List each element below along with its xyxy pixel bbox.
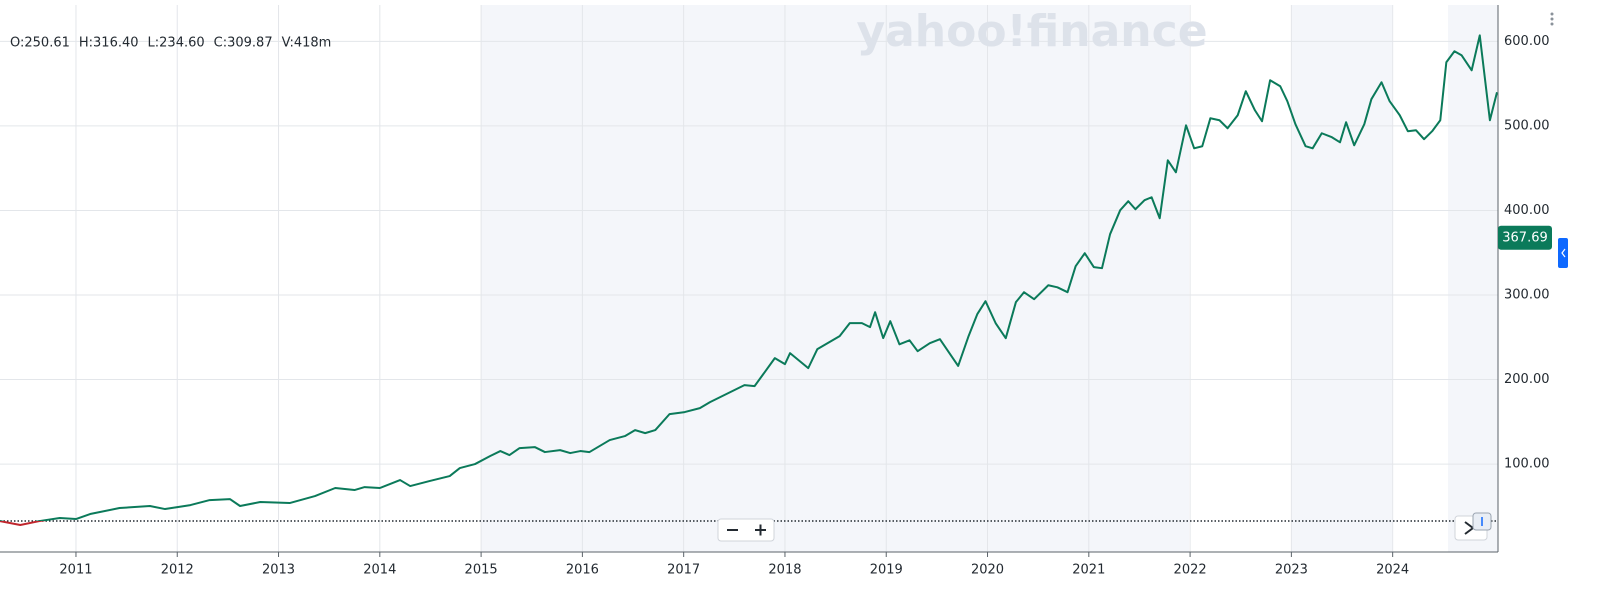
x-tick-label: 2020 — [971, 563, 1004, 578]
price-tag-label: 367.69 — [1502, 230, 1548, 245]
price-line — [0, 34, 1498, 527]
watermark: yahoo!finance — [856, 6, 1207, 57]
x-tick-label: 2021 — [1072, 563, 1105, 578]
x-tick-label: 2016 — [566, 563, 599, 578]
ohlc-legend: O:250.61 H:316.40 L:234.60 C:309.87 V:418m — [10, 36, 331, 51]
price-tag — [1498, 225, 1552, 250]
side-tab[interactable] — [1558, 238, 1568, 268]
menu-dot[interactable] — [1550, 17, 1554, 21]
x-tick-label: 2011 — [59, 563, 92, 578]
ohlc-item: H:316.40 — [79, 36, 139, 51]
y-tick-label: 200.00 — [1504, 372, 1550, 387]
x-tick-label: 2013 — [262, 563, 295, 578]
x-tick-label: 2024 — [1376, 563, 1409, 578]
x-tick-label: 2015 — [465, 563, 498, 578]
ohlc-item: L:234.60 — [148, 36, 205, 51]
zoom-controls[interactable] — [717, 518, 775, 542]
shaded-band — [1448, 5, 1498, 552]
ohlc-item: O:250.61 — [10, 36, 70, 51]
x-tick-label: 2014 — [363, 563, 396, 578]
x-tick-label: 2023 — [1275, 563, 1308, 578]
x-tick-label: 2012 — [161, 563, 194, 578]
y-tick-label: 300.00 — [1504, 287, 1550, 302]
x-tick-label: 2019 — [870, 563, 903, 578]
grid — [0, 5, 1498, 552]
x-tick-label: 2017 — [667, 563, 700, 578]
shaded-band — [1291, 5, 1392, 552]
y-tick-label: 600.00 — [1504, 34, 1550, 49]
side-tab-icon[interactable] — [1561, 248, 1566, 258]
shaded-band — [481, 5, 1189, 552]
menu-dot[interactable] — [1550, 22, 1554, 26]
x-tick-label: 2018 — [768, 563, 801, 578]
y-tick-label: 400.00 — [1504, 203, 1550, 218]
x-tick-label: 2022 — [1174, 563, 1207, 578]
y-tick-label: 500.00 — [1504, 118, 1550, 133]
menu-dot[interactable] — [1550, 12, 1554, 16]
ohlc-item: V:418m — [282, 36, 332, 51]
ohlc-item: C:309.87 — [214, 36, 273, 51]
y-tick-label: 100.00 — [1504, 457, 1550, 472]
